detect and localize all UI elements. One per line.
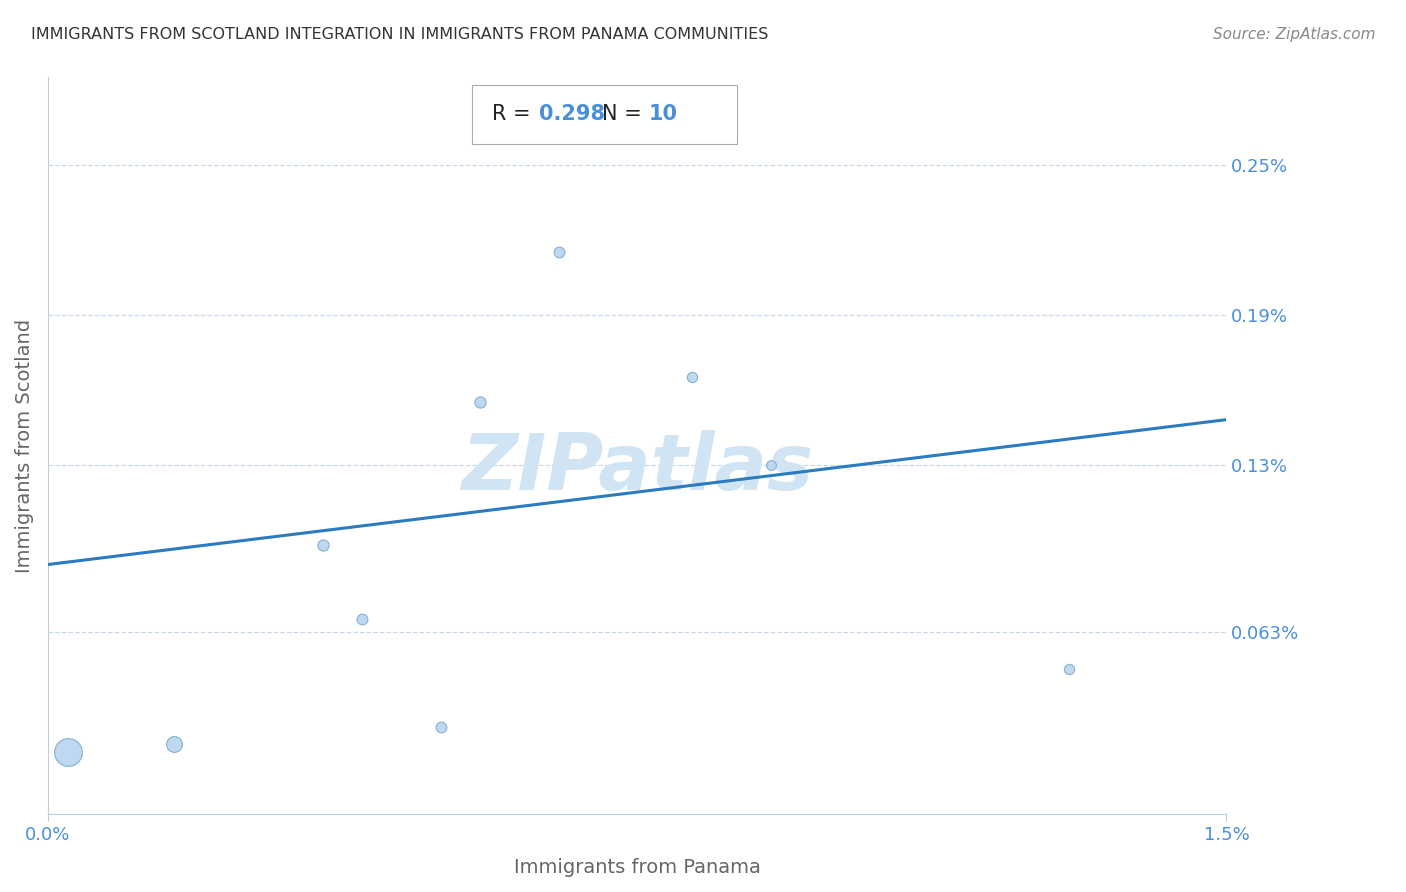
Point [352, 612, 374, 626]
FancyBboxPatch shape [472, 85, 737, 144]
Point [759, 458, 782, 472]
Point [162, 737, 184, 751]
Y-axis label: Immigrants from Scotland: Immigrants from Scotland [15, 318, 34, 573]
Text: ZIPatlas: ZIPatlas [461, 430, 813, 506]
Text: IMMIGRANTS FROM SCOTLAND INTEGRATION IN IMMIGRANTS FROM PANAMA COMMUNITIES: IMMIGRANTS FROM SCOTLAND INTEGRATION IN … [31, 27, 768, 42]
Text: N =: N = [602, 104, 648, 124]
Text: 0.298: 0.298 [540, 104, 606, 124]
Text: 10: 10 [650, 104, 678, 124]
Text: R =: R = [492, 104, 537, 124]
Point [468, 395, 491, 409]
Point [312, 537, 335, 551]
Point [429, 720, 451, 734]
X-axis label: Immigrants from Panama: Immigrants from Panama [513, 858, 761, 877]
Point [1059, 662, 1081, 676]
Text: Source: ZipAtlas.com: Source: ZipAtlas.com [1212, 27, 1375, 42]
Point [547, 245, 569, 260]
Point [56, 745, 79, 759]
Point [681, 370, 703, 384]
